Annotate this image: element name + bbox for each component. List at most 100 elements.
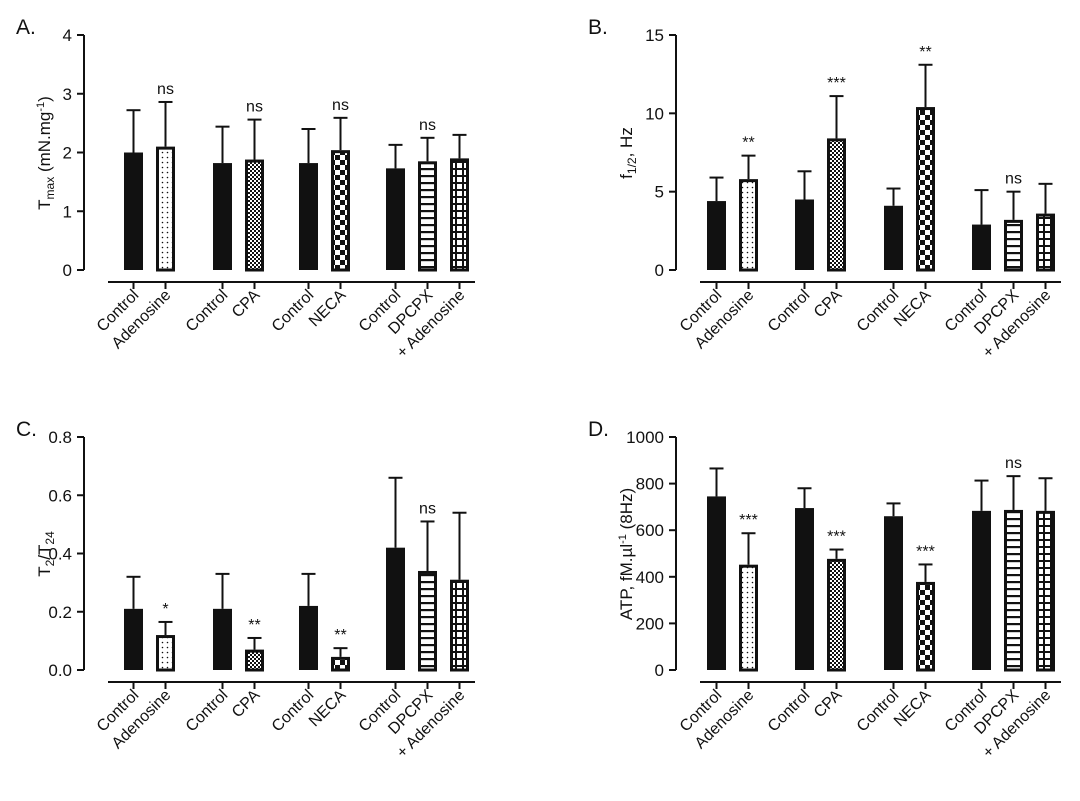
significance-label: ns	[246, 99, 263, 116]
y-tick-label: 0.4	[48, 545, 72, 564]
bar	[707, 496, 726, 670]
bar	[1004, 509, 1023, 672]
bar	[299, 163, 318, 270]
significance-label: **	[248, 617, 260, 634]
bar	[156, 635, 175, 672]
panel-b: B. f1/2, Hz 051015ControlAdenosine**Cont…	[588, 16, 1061, 361]
y-tick-label: 800	[636, 475, 664, 494]
y-tick-label: 0.0	[48, 661, 72, 680]
bar	[1004, 219, 1023, 272]
panel-letter: D.	[588, 418, 609, 441]
category-label: Control	[269, 687, 317, 735]
y-tick-label: 0	[655, 261, 664, 280]
y-tick-label: 0	[63, 261, 72, 280]
bar	[916, 581, 935, 672]
bar	[1036, 213, 1055, 272]
bar	[156, 146, 175, 272]
bar	[124, 152, 143, 270]
y-tick-label: 0	[655, 661, 664, 680]
significance-label: ns	[1005, 171, 1022, 188]
bar	[418, 161, 437, 272]
significance-label: *	[162, 601, 168, 618]
y-axis-title: Tmax (mN.mg-1)	[35, 96, 57, 210]
y-tick-label: 1000	[626, 428, 664, 447]
bar	[972, 510, 991, 670]
category-label: Control	[765, 687, 813, 735]
bar	[450, 158, 469, 272]
y-tick-label: 4	[63, 26, 72, 45]
bar	[827, 138, 846, 272]
y-axis-title: f1/2, Hz	[617, 127, 639, 179]
category-label: Control	[854, 287, 902, 335]
significance-label: ns	[419, 500, 436, 517]
y-tick-label: 15	[645, 26, 664, 45]
category-label: Control	[854, 687, 902, 735]
category-label: CPA	[811, 687, 846, 722]
bar	[245, 159, 264, 272]
panel-letter: B.	[588, 16, 608, 39]
category-label: NECA	[306, 287, 350, 331]
bar	[386, 168, 405, 270]
category-label: NECA	[891, 287, 935, 331]
category-label: Control	[183, 687, 231, 735]
bar	[124, 608, 143, 670]
category-label: Control	[183, 287, 231, 335]
bar	[795, 199, 814, 270]
significance-label: ns	[1005, 455, 1022, 472]
bar	[707, 201, 726, 270]
bar	[331, 150, 350, 272]
bar	[972, 224, 991, 270]
category-label: Control	[269, 287, 317, 335]
panel-letter: A.	[16, 16, 36, 39]
category-label: NECA	[306, 687, 350, 731]
panel-letter: C.	[16, 418, 37, 441]
bar	[739, 179, 758, 272]
y-tick-label: 3	[63, 85, 72, 104]
y-axis-title: T2/T24	[35, 531, 57, 577]
bar	[739, 564, 758, 672]
y-tick-label: 0.8	[48, 428, 72, 447]
bar	[884, 516, 903, 670]
y-tick-label: 200	[636, 614, 664, 633]
significance-label: **	[742, 135, 754, 152]
panel-a: A. Tmax (mN.mg-1) 01234ControlAdenosinen…	[16, 16, 475, 361]
bar	[245, 649, 264, 672]
y-tick-label: 5	[655, 183, 664, 202]
significance-label: **	[334, 627, 346, 644]
significance-label: ns	[157, 81, 174, 98]
category-label: CPA	[811, 287, 846, 322]
bar	[450, 579, 469, 672]
category-label: NECA	[891, 687, 935, 731]
bar	[1036, 510, 1055, 672]
y-tick-label: 0.6	[48, 486, 72, 505]
bar	[916, 107, 935, 272]
category-label: CPA	[229, 687, 264, 722]
bar	[386, 547, 405, 670]
y-tick-label: 0.2	[48, 603, 72, 622]
bar	[827, 558, 846, 672]
y-axis-title: ATP, fM.µl-1 (8Hz)	[617, 488, 636, 620]
category-label: Control	[765, 287, 813, 335]
panel-c: C. T2/T24 0.00.20.40.60.8ControlAdenosin…	[16, 418, 475, 761]
y-tick-label: 10	[645, 104, 664, 123]
bar	[299, 605, 318, 670]
significance-label: ***	[827, 75, 846, 92]
panel-d: D. ATP, fM.µl-1 (8Hz) 0 200 400 600 800 1000 C…	[588, 418, 1061, 761]
significance-label: ***	[916, 543, 935, 560]
significance-label: ns	[332, 97, 349, 114]
significance-label: ***	[827, 529, 846, 546]
significance-label: ***	[739, 512, 758, 529]
category-label: CPA	[229, 287, 264, 322]
significance-label: **	[919, 44, 931, 61]
bar	[331, 656, 350, 672]
y-tick-label: 600	[636, 521, 664, 540]
y-tick-label: 1	[63, 202, 72, 221]
bar	[213, 608, 232, 670]
y-tick-label: 400	[636, 568, 664, 587]
y-tick-label: 2	[63, 144, 72, 163]
bar	[884, 205, 903, 270]
bar	[213, 163, 232, 270]
bar	[795, 508, 814, 670]
significance-label: ns	[419, 117, 436, 134]
